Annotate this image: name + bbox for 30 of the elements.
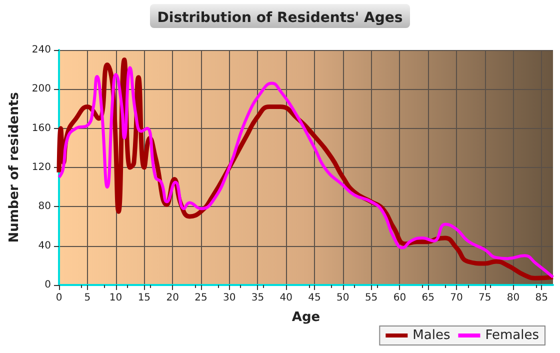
- x-tick-label: 50: [336, 292, 350, 304]
- x-tick-label: 35: [251, 292, 264, 304]
- x-tick-label: 0: [56, 292, 62, 304]
- x-tick-label: 55: [364, 292, 378, 304]
- x-tick-label: 75: [478, 292, 492, 304]
- y-tick-label: 80: [38, 201, 51, 212]
- legend-label: Females: [485, 328, 540, 343]
- x-tick-label: 20: [166, 292, 179, 304]
- x-tick-label: 30: [222, 292, 236, 304]
- y-tick-label: 120: [32, 162, 51, 173]
- x-tick-label: 80: [506, 292, 520, 304]
- legend-label: Males: [412, 328, 450, 343]
- x-tick-label: 25: [194, 292, 208, 304]
- y-tick-label: 200: [32, 84, 51, 95]
- chart-title: Distribution of Residents' Ages: [157, 10, 403, 26]
- y-axis-title: Number of residents: [7, 92, 22, 243]
- y-tick-label: 0: [44, 280, 51, 290]
- x-tick-label: 60: [393, 292, 406, 304]
- x-tick-label: 85: [535, 292, 548, 304]
- x-tick-label: 10: [109, 292, 122, 304]
- x-tick-label: 70: [450, 292, 463, 304]
- y-tick-label: 240: [32, 44, 51, 56]
- x-tick-label: 65: [422, 292, 434, 304]
- y-tick-label: 40: [38, 240, 51, 252]
- y-tick-label: 160: [32, 122, 51, 134]
- x-tick-label: 40: [280, 292, 292, 304]
- x-tick-label: 15: [138, 292, 151, 304]
- x-tick-label: 45: [308, 292, 321, 304]
- x-tick-label: 5: [84, 292, 91, 304]
- x-axis-title: Age: [292, 310, 320, 325]
